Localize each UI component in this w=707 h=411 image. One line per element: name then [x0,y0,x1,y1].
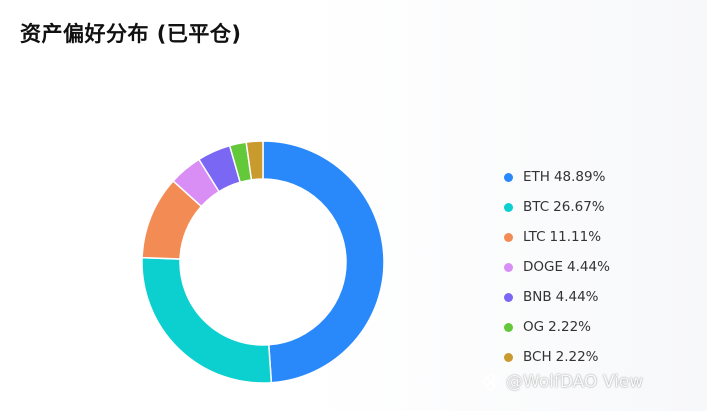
legend-series-name: LTC [523,229,546,245]
legend-series-name: DOGE [523,259,564,275]
legend-label: OG 2.22% [523,319,591,335]
legend-dot [504,322,513,332]
watermark-text: @WolfDAO View [506,372,644,392]
chart-title: 资产偏好分布 (已平仓) [20,22,242,46]
slice-btc[interactable] [141,256,273,384]
legend-label: LTC 11.11% [523,229,601,245]
chart-legend: ETH 48.89% BTC 26.67% LTC 11.11% DOGE 4.44% BNB 4… [504,162,610,372]
legend-item-doge[interactable]: DOGE 4.44% [504,252,610,282]
legend-series-name: ETH [523,169,550,185]
legend-item-eth[interactable]: ETH 48.89% [504,162,610,192]
legend-dot [504,262,513,272]
slice-eth[interactable] [262,140,385,384]
legend-series-name: BNB [523,289,552,305]
legend-label: BCH 2.22% [523,349,599,365]
legend-dot [504,292,513,302]
legend-series-value: 4.44% [567,259,610,275]
legend-label: BNB 4.44% [523,289,599,305]
watermark: @WolfDAO View [482,372,643,392]
legend-label: DOGE 4.44% [523,259,610,275]
legend-series-value: 26.67% [553,199,605,215]
legend-dot [504,352,513,362]
legend-series-value: 2.22% [548,319,591,335]
legend-item-ltc[interactable]: LTC 11.11% [504,222,610,252]
legend-label: BTC 26.67% [523,199,605,215]
legend-series-value: 48.89% [553,169,606,185]
legend-item-bnb[interactable]: BNB 4.44% [504,282,610,312]
legend-dot [504,232,513,242]
donut-slices [141,140,385,384]
legend-series-value: 4.44% [555,289,599,305]
legend-series-name: BCH [523,349,552,365]
legend-item-og[interactable]: OG 2.22% [504,312,610,342]
legend-item-bch[interactable]: BCH 2.22% [504,342,610,372]
legend-series-value: 11.11% [549,229,602,245]
legend-label: ETH 48.89% [523,169,605,185]
legend-series-value: 2.22% [555,349,599,365]
legend-dot [504,172,513,182]
legend-dot [504,202,513,212]
legend-item-btc[interactable]: BTC 26.67% [504,192,610,222]
binance-diamond-icon [482,373,500,391]
legend-series-name: OG [523,319,545,335]
slice-bch[interactable] [245,140,264,181]
legend-series-name: BTC [523,199,550,215]
